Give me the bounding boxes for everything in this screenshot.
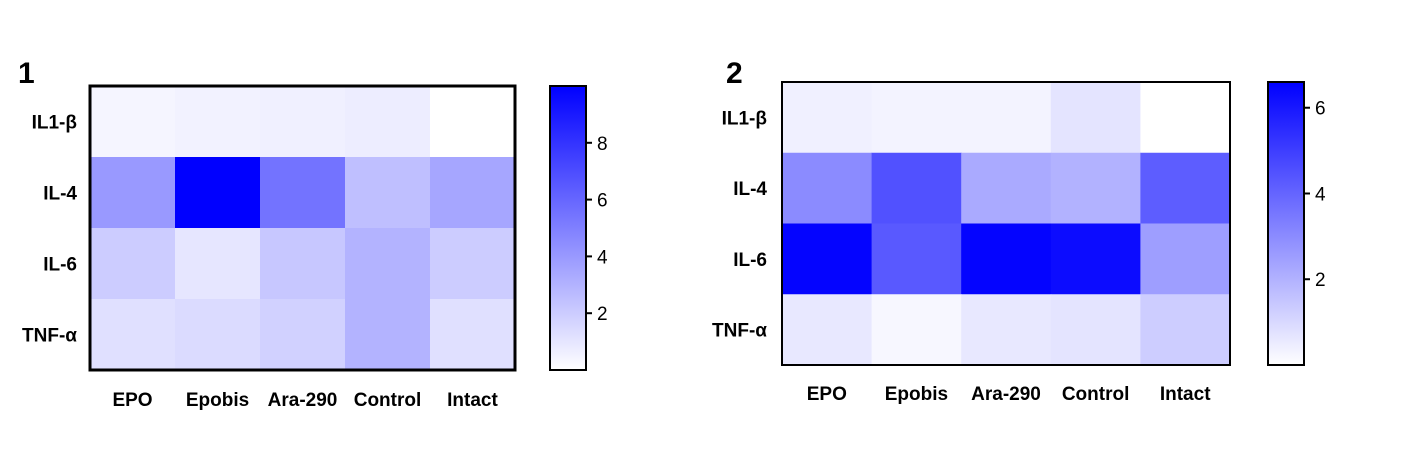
heatmap-cell bbox=[782, 82, 873, 154]
column-label: Control bbox=[354, 390, 422, 411]
colorbar-tick-label: 4 bbox=[597, 247, 608, 268]
heatmap-cell bbox=[175, 228, 261, 300]
heatmap-cell bbox=[1050, 152, 1141, 224]
heatmap-cell bbox=[175, 299, 261, 371]
heatmap-cell bbox=[961, 223, 1052, 295]
heatmap-cell bbox=[871, 294, 962, 366]
row-label: TNF-α bbox=[712, 321, 767, 342]
heatmap-cell bbox=[345, 228, 431, 300]
heatmap-cell bbox=[175, 157, 261, 229]
row-label: TNF-α bbox=[22, 326, 77, 347]
colorbar-tick-label: 8 bbox=[597, 134, 608, 155]
row-label: IL1-β bbox=[722, 108, 767, 129]
heatmap-cell bbox=[1140, 223, 1231, 295]
row-label: IL-4 bbox=[733, 179, 767, 200]
panel-label: 2 bbox=[726, 57, 743, 90]
column-label: EPO bbox=[807, 384, 847, 405]
colorbar bbox=[1267, 81, 1305, 366]
panel-label: 1 bbox=[18, 57, 35, 90]
heatmap-cell bbox=[871, 82, 962, 154]
heatmap-panel-1: 1 IL1-β IL-4 IL-6 TNF-α EPO Epobis Ara-290 Contr… bbox=[18, 57, 608, 411]
heatmap-cell bbox=[961, 82, 1052, 154]
column-label: EPO bbox=[112, 390, 152, 411]
heatmap-cell bbox=[90, 228, 176, 300]
heatmap-cell bbox=[1050, 82, 1141, 154]
heatmap-cell bbox=[175, 86, 261, 158]
row-label: IL1-β bbox=[32, 113, 77, 134]
heatmap-cell bbox=[90, 299, 176, 371]
heatmap-cell bbox=[871, 223, 962, 295]
heatmap-panel-2: 2 IL1-β IL-4 IL-6 TNF-α EPO Epobis Ara-290 Contr… bbox=[712, 57, 1326, 405]
heatmap-cell bbox=[430, 228, 516, 300]
heatmap-cell bbox=[90, 86, 176, 158]
heatmap-cell bbox=[260, 228, 346, 300]
heatmap-cell bbox=[430, 86, 516, 158]
row-label: IL-6 bbox=[43, 255, 77, 276]
heatmap-cell bbox=[961, 294, 1052, 366]
heatmap-cell bbox=[90, 157, 176, 229]
heatmap-cell bbox=[260, 86, 346, 158]
row-label: IL-6 bbox=[733, 250, 767, 271]
colorbar-tick-label: 4 bbox=[1315, 184, 1326, 205]
colorbar-tick-label: 6 bbox=[597, 191, 608, 212]
heatmap-cell bbox=[1050, 294, 1141, 366]
heatmap-cell bbox=[782, 294, 873, 366]
heatmap-cell bbox=[782, 223, 873, 295]
heatmap-cell bbox=[1140, 152, 1231, 224]
heatmap-cell bbox=[260, 157, 346, 229]
heatmap-cell bbox=[430, 157, 516, 229]
column-label: Ara-290 bbox=[268, 390, 338, 411]
column-label: Intact bbox=[1160, 384, 1211, 405]
column-label: Intact bbox=[447, 390, 498, 411]
heatmap-cell bbox=[345, 86, 431, 158]
heatmap-cell bbox=[345, 157, 431, 229]
column-label: Epobis bbox=[885, 384, 948, 405]
row-label: IL-4 bbox=[43, 184, 77, 205]
heatmap-cell bbox=[782, 152, 873, 224]
column-label: Ara-290 bbox=[971, 384, 1041, 405]
column-label: Control bbox=[1062, 384, 1130, 405]
heatmap-cell bbox=[1050, 223, 1141, 295]
heatmap-cell bbox=[430, 299, 516, 371]
heatmap-frame bbox=[88, 84, 517, 372]
heatmap-cell bbox=[871, 152, 962, 224]
heatmap-cell bbox=[260, 299, 346, 371]
colorbar-tick-label: 2 bbox=[1315, 270, 1326, 291]
colorbar-tick-label: 2 bbox=[597, 304, 608, 325]
heatmap-cell bbox=[961, 152, 1052, 224]
colorbar bbox=[549, 85, 587, 371]
heatmap-cell bbox=[1140, 294, 1231, 366]
heatmap-cell bbox=[1140, 82, 1231, 154]
column-label: Epobis bbox=[186, 390, 249, 411]
heatmap-frame bbox=[781, 81, 1231, 366]
heatmap-cell bbox=[345, 299, 431, 371]
colorbar-tick-label: 6 bbox=[1315, 99, 1326, 120]
